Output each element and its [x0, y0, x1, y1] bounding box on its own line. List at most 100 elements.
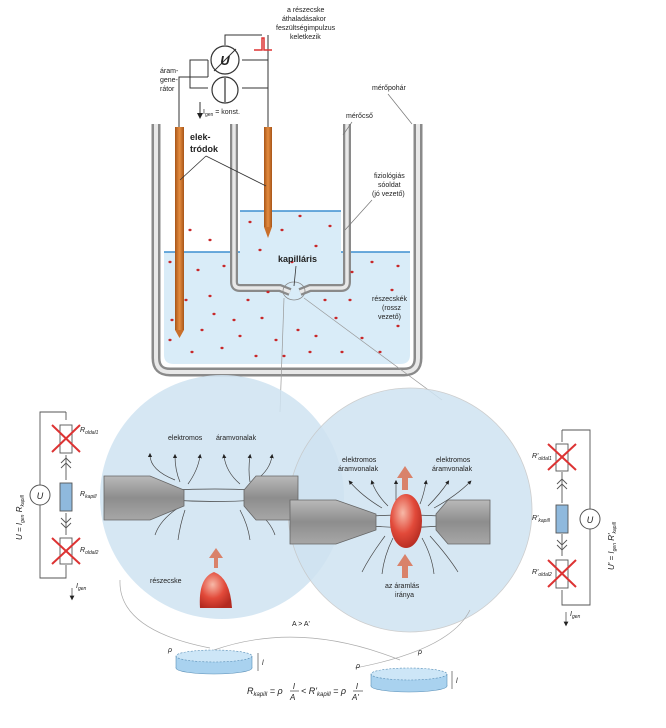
left-formula: U = Igen Rkapill — [15, 494, 26, 540]
particle-dot — [308, 350, 312, 354]
left-circuit-crosses — [51, 424, 81, 565]
particle-dot — [260, 316, 264, 320]
bottom-formula: Rkapill = ρ — [247, 686, 283, 698]
particles-label-3: vezető) — [378, 314, 401, 321]
particle-dots — [168, 214, 400, 358]
particle-dot — [200, 328, 204, 332]
igen-const-label: Igen = konst. — [203, 109, 240, 118]
particle-dot — [168, 338, 172, 342]
left-nozzle-a — [103, 475, 185, 521]
particle-dot — [274, 338, 278, 342]
saline-label-3: (jó vezető) — [372, 191, 405, 198]
flow-direction-label-2: iránya — [395, 592, 414, 599]
area-compare: A > A' — [292, 621, 310, 628]
top-labels: a részecske áthaladásakor feszültségimpu… — [160, 7, 413, 321]
particle-dot — [258, 248, 262, 252]
right-igen: Igen — [570, 611, 581, 620]
generator-label-3: rátor — [160, 86, 175, 93]
particle-dot — [168, 260, 172, 264]
voltmeter-symbol: U — [220, 53, 230, 68]
left-lines-label-1: elektromos — [168, 435, 203, 442]
left-igen: Igen — [76, 583, 87, 592]
particle-dot — [378, 350, 382, 354]
right-lines-label-2: áramvonalak — [432, 466, 473, 473]
particle-dot — [360, 336, 364, 340]
left-r-oldal2: Roldal2 — [80, 547, 99, 556]
particle-dot — [396, 264, 400, 268]
particle-dot — [246, 298, 250, 302]
particle-dot — [296, 328, 300, 332]
particle-left-arrow-icon — [209, 548, 223, 568]
pulse-note-line-2: áthaladásakor — [282, 16, 327, 23]
flow-direction-arrow-icon — [397, 554, 413, 578]
particle-dot — [298, 214, 302, 218]
particle-dot — [282, 354, 286, 358]
pulse-note-line-1: a részecske — [287, 7, 324, 14]
particle-dot — [314, 244, 318, 248]
particle-dot — [222, 264, 226, 268]
right-r-kapill: R'kapill — [532, 515, 551, 524]
zoom-circle-left — [100, 375, 344, 619]
flow-direction-label-1: az áramlás — [385, 583, 420, 590]
particle-right — [390, 494, 422, 548]
left-r-oldal1: Roldal1 — [80, 427, 99, 436]
pulse-note-line-4: keletkezik — [290, 34, 321, 41]
right-r-oldal1: R'oldal1 — [532, 453, 552, 462]
beaker-assembly: U — [151, 34, 423, 377]
left-voltmeter-symbol: U — [37, 491, 44, 501]
rho-right: ρ — [355, 663, 360, 670]
right-r-oldal2: R'oldal2 — [532, 569, 552, 578]
particle-dot — [328, 224, 332, 228]
particle-dot — [190, 350, 194, 354]
particle-label: részecske — [150, 578, 182, 585]
outer-electrode — [175, 127, 184, 330]
left-lines-label-2: áramvonalak — [216, 435, 257, 442]
particle-dot — [170, 318, 174, 322]
pulse-marker-icon — [254, 37, 272, 51]
right-voltmeter-symbol: U — [587, 515, 594, 525]
particle-dot — [238, 334, 242, 338]
saline-label-2: sóoldat — [378, 182, 401, 189]
particle-dot — [340, 350, 344, 354]
left-voltmeter-icon — [29, 484, 51, 506]
tube-label: mérőcső — [346, 113, 373, 120]
particle-right-arrow-icon — [397, 466, 413, 490]
particle-dot — [290, 260, 294, 264]
particle-dot — [196, 268, 200, 272]
particle-dot — [248, 220, 252, 224]
saline-label-1: fiziológiás — [374, 173, 405, 180]
beaker-label: mérőpohár — [372, 85, 407, 92]
zoom-labels: elektromos áramvonalak elektromos áramvo… — [150, 435, 473, 599]
mid-lines-label-2: áramvonalak — [338, 466, 379, 473]
electrodes-label-2: tródok — [190, 144, 219, 154]
l-right: l — [456, 678, 458, 685]
right-voltmeter-icon — [579, 508, 601, 530]
particle-dot — [220, 346, 224, 350]
bottom-formula-a1: A — [289, 693, 295, 702]
capillary-label: kapilláris — [278, 254, 317, 264]
generator-label-2: gene- — [160, 77, 179, 84]
electrodes-label-1: elek- — [190, 132, 211, 142]
rho-right-top: ρ — [417, 649, 422, 656]
generator-label-1: áram- — [160, 68, 179, 75]
particle-dot — [208, 238, 212, 242]
l-left: l — [262, 660, 264, 667]
bottom-formula-l1: l — [293, 682, 295, 691]
particle-dot — [350, 270, 354, 274]
right-nozzle-b — [435, 499, 491, 545]
disk-right: ρ ρ l — [355, 649, 458, 693]
pulse-note-line-3: feszültségimpulzus — [276, 25, 336, 32]
right-nozzle-a — [289, 499, 377, 545]
particle-dot — [348, 298, 352, 302]
right-formula: U' = Igen R'kapill — [607, 521, 618, 570]
disk-left: ρ l — [167, 647, 264, 675]
left-r-kapill: Rkapill — [80, 491, 97, 500]
particles-label-2: (rossz — [382, 305, 402, 312]
field-lines-right — [348, 479, 472, 575]
particles-label-1: részecskék — [372, 296, 408, 303]
particle-dot — [323, 298, 327, 302]
bottom-formula-a2: A' — [351, 693, 359, 702]
particle-dot — [266, 290, 270, 294]
particle-dot — [208, 294, 212, 298]
